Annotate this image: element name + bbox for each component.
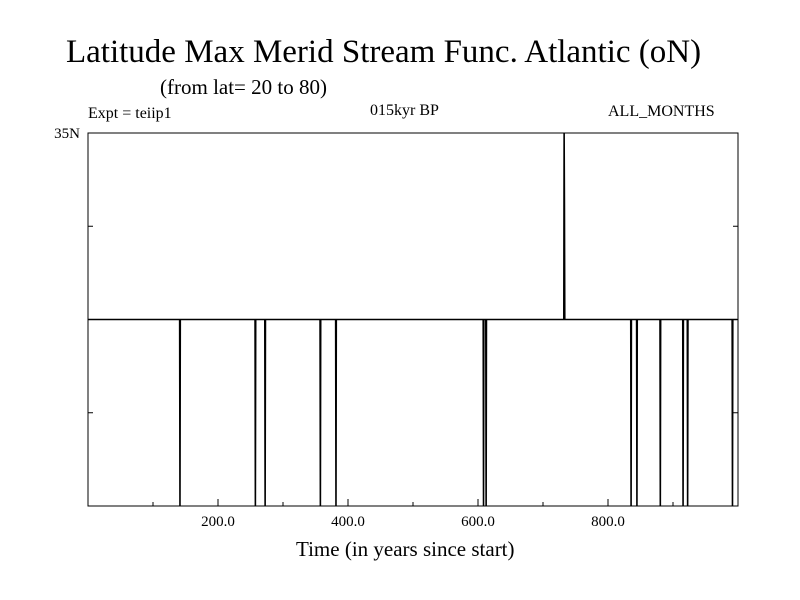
- x-tick-label-3: 800.0: [591, 514, 625, 530]
- period-label: 015kyr BP: [370, 102, 439, 119]
- series-line-0: [88, 132, 738, 507]
- x-tick-label-2: 600.0: [461, 514, 495, 530]
- x-axis-label: Time (in years since start): [296, 537, 515, 561]
- experiment-label: Expt = teiip1: [88, 105, 172, 122]
- x-tick-label-0: 200.0: [201, 514, 235, 530]
- tick-group: 200.0 400.0 600.0 800.0 35N: [54, 126, 738, 530]
- chart-subtitle: (from lat= 20 to 80): [160, 75, 327, 99]
- chart-title: Latitude Max Merid Stream Func. Atlantic…: [66, 34, 702, 70]
- y-tick-label-0: 35N: [54, 126, 80, 142]
- x-tick-label-1: 400.0: [331, 514, 365, 530]
- series-group: [88, 132, 738, 507]
- season-label: ALL_MONTHS: [608, 103, 715, 120]
